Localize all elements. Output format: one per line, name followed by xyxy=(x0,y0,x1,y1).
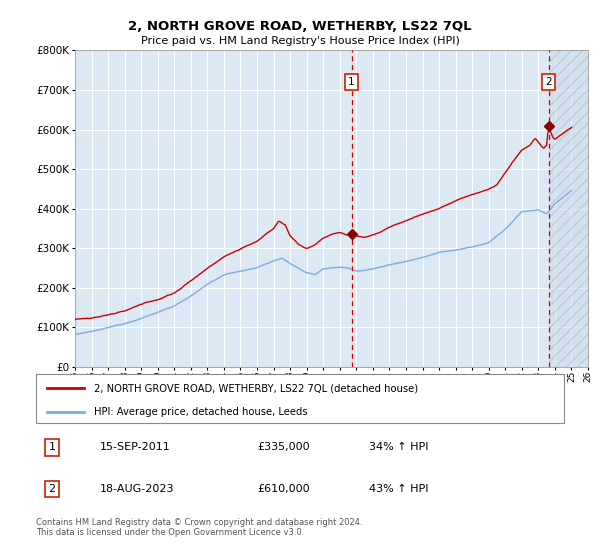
Text: 43% ↑ HPI: 43% ↑ HPI xyxy=(368,484,428,494)
Text: 34% ↑ HPI: 34% ↑ HPI xyxy=(368,442,428,452)
Text: £335,000: £335,000 xyxy=(258,442,310,452)
Text: 1: 1 xyxy=(49,442,55,452)
FancyBboxPatch shape xyxy=(36,374,564,423)
Text: 1: 1 xyxy=(348,77,355,87)
Text: Contains HM Land Registry data © Crown copyright and database right 2024.
This d: Contains HM Land Registry data © Crown c… xyxy=(36,518,362,538)
Bar xyxy=(548,50,588,367)
Text: Price paid vs. HM Land Registry's House Price Index (HPI): Price paid vs. HM Land Registry's House … xyxy=(140,36,460,46)
Text: 2, NORTH GROVE ROAD, WETHERBY, LS22 7QL: 2, NORTH GROVE ROAD, WETHERBY, LS22 7QL xyxy=(128,20,472,32)
Text: 2, NORTH GROVE ROAD, WETHERBY, LS22 7QL (detached house): 2, NORTH GROVE ROAD, WETHERBY, LS22 7QL … xyxy=(94,383,418,393)
Text: £610,000: £610,000 xyxy=(258,484,310,494)
Text: 2: 2 xyxy=(48,484,55,494)
Text: 15-SEP-2011: 15-SEP-2011 xyxy=(100,442,170,452)
Text: 18-AUG-2023: 18-AUG-2023 xyxy=(100,484,174,494)
Text: HPI: Average price, detached house, Leeds: HPI: Average price, detached house, Leed… xyxy=(94,407,308,417)
Text: 2: 2 xyxy=(545,77,552,87)
